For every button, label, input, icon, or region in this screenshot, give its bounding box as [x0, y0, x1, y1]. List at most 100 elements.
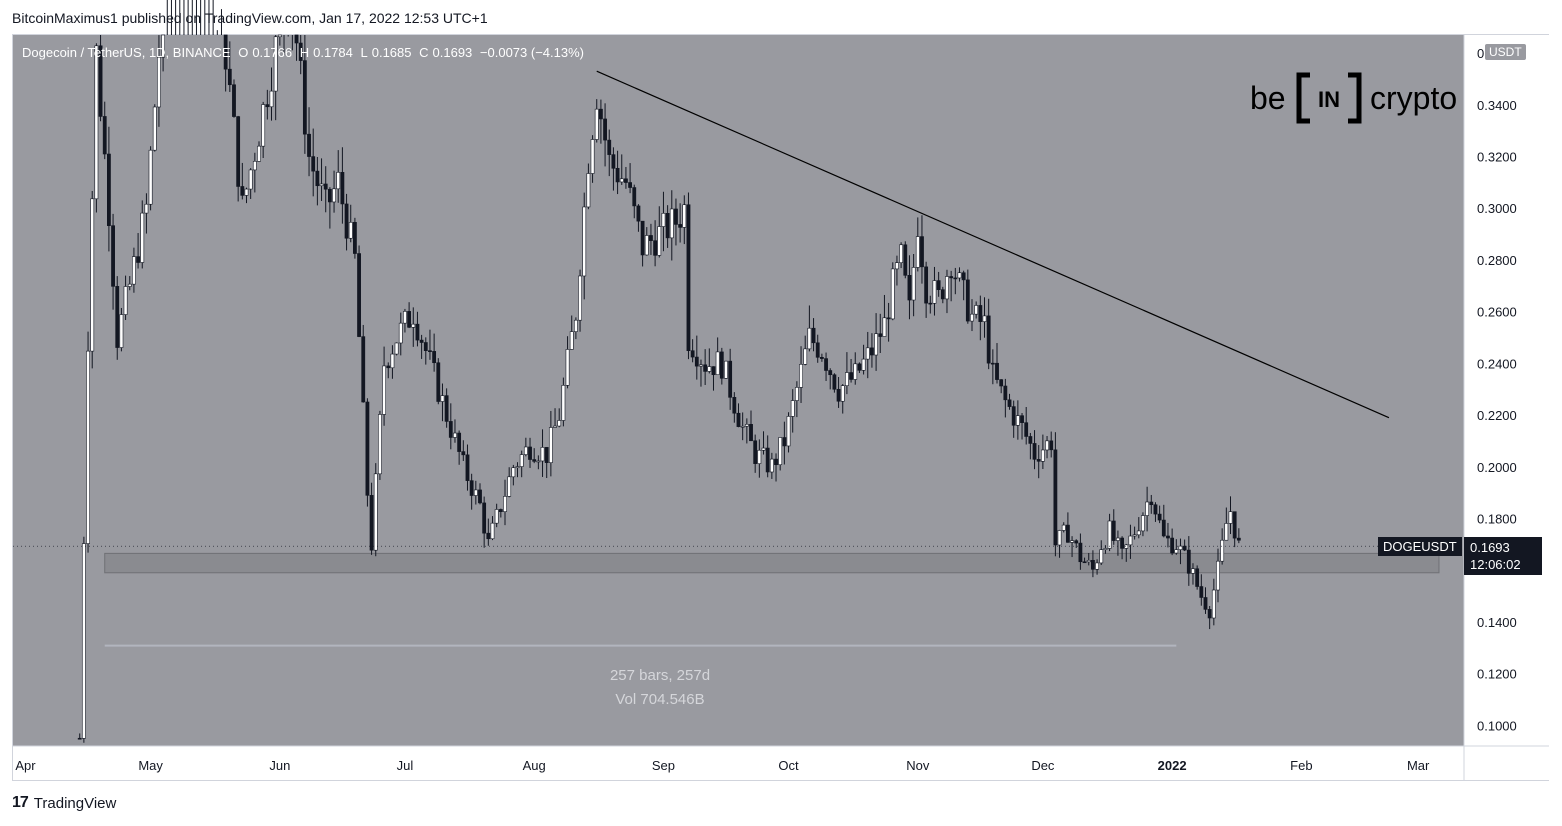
bar-countdown: 12:06:02 — [1470, 557, 1521, 572]
y-tick-label: 0.3200 — [1477, 150, 1517, 165]
candle — [461, 440, 466, 462]
candle — [953, 267, 958, 295]
candle — [699, 359, 703, 387]
candle — [732, 392, 737, 423]
candle — [619, 154, 624, 185]
candle — [1191, 563, 1195, 585]
tradingview-footer[interactable]: 17 TradingView — [12, 794, 116, 812]
plot-area[interactable] — [13, 35, 1464, 746]
candle — [665, 205, 670, 248]
candle — [715, 337, 720, 376]
candle — [895, 255, 899, 286]
logo-text-be: be — [1250, 80, 1286, 116]
candle — [1132, 526, 1137, 540]
candle — [1028, 432, 1033, 460]
candle — [557, 408, 562, 428]
x-tick-label: Jul — [397, 758, 414, 773]
candle — [473, 480, 478, 505]
candle — [1186, 536, 1191, 586]
candle — [465, 444, 470, 491]
candle — [1228, 496, 1233, 535]
candle — [307, 107, 311, 177]
legend-close-value: 0.1693 — [432, 45, 473, 60]
candle — [1082, 557, 1087, 564]
candle — [115, 276, 120, 360]
candle — [136, 233, 140, 269]
candle — [361, 324, 366, 403]
candle — [936, 271, 941, 297]
candle — [1182, 539, 1187, 552]
candle — [102, 101, 107, 160]
price-axis[interactable] — [1464, 35, 1549, 746]
candle — [482, 496, 487, 548]
candle — [444, 388, 449, 428]
candle — [886, 302, 891, 342]
candle — [1220, 528, 1225, 565]
x-tick-label: Sep — [652, 758, 675, 773]
candle — [357, 245, 361, 338]
candle — [561, 377, 566, 427]
candle — [161, 34, 166, 72]
candle — [924, 261, 929, 318]
y-tick-label: 0.2200 — [1477, 408, 1517, 423]
candle — [586, 163, 591, 210]
candle — [674, 198, 678, 246]
candle — [678, 203, 683, 243]
candle — [836, 377, 841, 408]
candle — [1011, 400, 1016, 438]
candle — [1170, 528, 1175, 556]
currency-unit-badge[interactable]: USDT — [1484, 43, 1527, 61]
candle — [1045, 436, 1049, 459]
candle — [1178, 538, 1183, 565]
candle — [578, 269, 582, 332]
candle — [794, 381, 799, 418]
x-tick-label: Mar — [1407, 758, 1430, 773]
candle — [1161, 504, 1166, 538]
candle — [857, 362, 862, 374]
candle — [478, 483, 482, 505]
candle — [628, 163, 632, 194]
candle — [227, 41, 232, 92]
candle — [719, 347, 724, 385]
candle — [1236, 528, 1241, 544]
candle — [790, 389, 795, 433]
candle — [686, 192, 691, 360]
support-zone — [104, 552, 1440, 574]
time-axis[interactable] — [13, 746, 1549, 780]
candle — [590, 135, 595, 183]
legend-symbol: Dogecoin / TetherUS, 1D, BINANCE — [22, 45, 231, 60]
candle — [294, 34, 299, 61]
candle — [98, 35, 103, 122]
candle — [1166, 522, 1170, 548]
candle — [252, 152, 257, 193]
candle — [373, 463, 378, 557]
legend-open-label: O — [238, 45, 249, 60]
candle — [369, 482, 374, 555]
candle — [394, 342, 399, 356]
candle — [94, 43, 99, 213]
candle — [1024, 406, 1029, 445]
candle — [807, 305, 812, 352]
legend-high-label: H — [299, 45, 310, 60]
candle — [390, 345, 395, 379]
candle — [1099, 540, 1104, 566]
x-tick-label: Feb — [1290, 758, 1312, 773]
candle — [594, 99, 599, 143]
resistance-trendline — [596, 70, 1390, 419]
candle — [736, 403, 741, 428]
y-tick-label: 0.2600 — [1477, 305, 1517, 320]
candle — [544, 447, 549, 479]
candle — [803, 335, 808, 366]
x-tick-label: 2022 — [1158, 758, 1187, 773]
candle — [774, 453, 778, 482]
candle — [565, 336, 570, 389]
candle — [232, 79, 236, 118]
candle — [1095, 559, 1099, 575]
y-tick-label: 0.2400 — [1477, 356, 1517, 371]
logo-text-in: IN — [1318, 87, 1340, 112]
candle — [1032, 430, 1037, 470]
candle — [378, 410, 382, 480]
x-tick-label: May — [138, 758, 163, 773]
candle — [519, 450, 524, 478]
